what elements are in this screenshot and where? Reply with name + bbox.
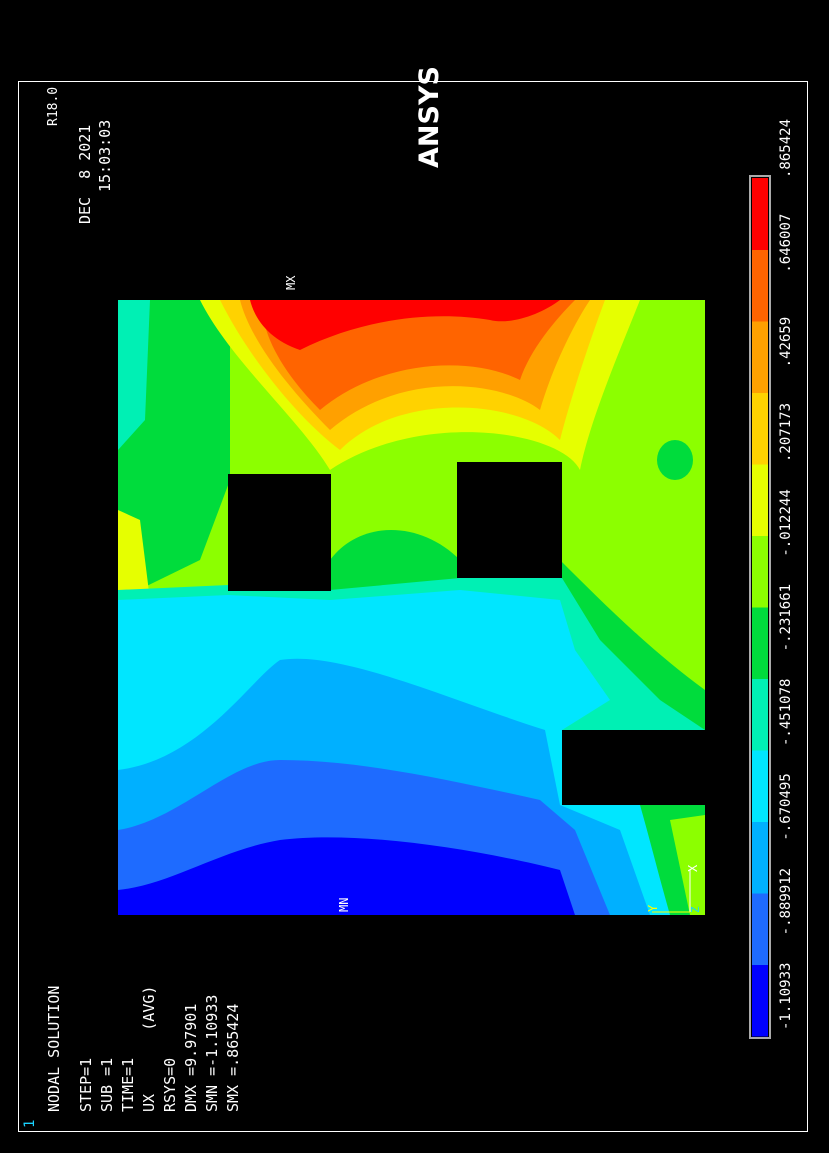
- legend-tick-label: -.451078: [778, 679, 794, 746]
- legend-color-box: [752, 392, 768, 465]
- legend-color-box: [752, 178, 768, 250]
- legend-color-box: [752, 678, 768, 751]
- contour-band: [250, 300, 560, 350]
- legend-tick-label: .865424: [778, 119, 794, 178]
- legend-color-box: [752, 249, 768, 322]
- legend-tick-label: -.012244: [778, 489, 794, 556]
- legend-color-box: [752, 964, 768, 1037]
- legend-color-box: [752, 535, 768, 608]
- legend-tick-label: .207173: [778, 403, 794, 462]
- legend-tick-label: .42659: [778, 317, 794, 368]
- graphics-window-frame: [18, 81, 808, 1132]
- triad-x-label: X: [686, 864, 700, 872]
- legend-bar: [752, 178, 768, 1037]
- legend-color-box: [752, 750, 768, 822]
- legend-color-box: [752, 821, 768, 894]
- legend-tick-label: .646007: [778, 214, 794, 273]
- legend-bar-border: [749, 175, 771, 1039]
- legend-color-box: [752, 893, 768, 965]
- legend-color-box: [752, 464, 768, 536]
- contour-band: [118, 837, 575, 915]
- legend-labels: -1.10933 -.889912 -.670495 -.451078 -.231661…: [778, 119, 794, 1030]
- triad-y-label: Y: [646, 904, 660, 912]
- legend-color-box: [752, 607, 768, 679]
- contour-band: [657, 440, 693, 480]
- legend-tick-label: -.889912: [778, 868, 794, 935]
- model-contours: [118, 300, 705, 915]
- legend-color-box: [752, 321, 768, 393]
- contour-band: [118, 300, 150, 450]
- min-marker: MN: [337, 898, 351, 912]
- legend-tick-label: -1.10933: [778, 963, 794, 1030]
- legend-tick-label: -.231661: [778, 584, 794, 651]
- legend-tick-label: -.670495: [778, 773, 794, 840]
- triad-z-label: Z: [689, 906, 702, 913]
- max-marker: MX: [284, 275, 298, 290]
- contour-band: [670, 815, 705, 915]
